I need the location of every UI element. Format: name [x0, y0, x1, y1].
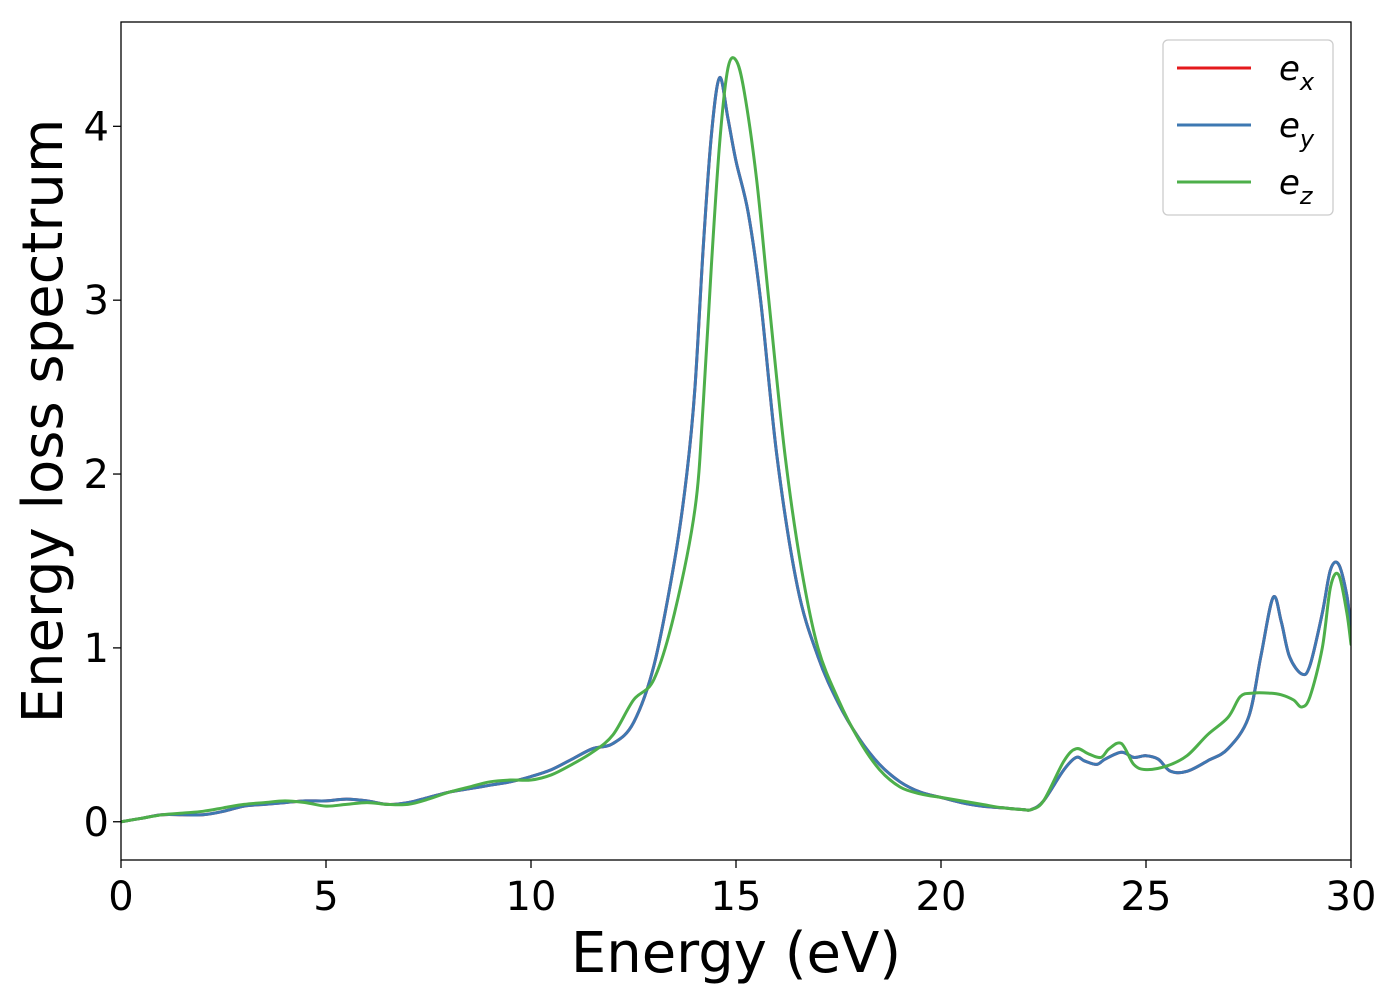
- x-axis-label: Energy (eV): [571, 921, 901, 986]
- y-tick-label: 1: [84, 626, 109, 672]
- legend-label-z: ez: [1279, 163, 1314, 210]
- x-tick-label: 30: [1326, 874, 1377, 920]
- y-axis-label: Energy loss spectrum: [11, 119, 76, 724]
- y-tick-label: 2: [84, 452, 109, 498]
- legend: ex ey ez: [1162, 39, 1334, 216]
- x-tick-label: 10: [506, 874, 557, 920]
- y-tick-label: 3: [84, 278, 109, 324]
- x-tick-label: 20: [916, 874, 967, 920]
- legend-label-y: ey: [1279, 106, 1315, 153]
- series-line-z: [121, 56, 1351, 824]
- x-tick-label: 25: [1121, 874, 1172, 920]
- plot-area: [121, 56, 1351, 824]
- y-tick-label: 0: [84, 800, 109, 846]
- y-tick-label: 4: [84, 104, 109, 150]
- legend-label-x: ex: [1279, 49, 1315, 96]
- x-tick-label: 5: [313, 874, 338, 920]
- x-tick-label: 15: [711, 874, 762, 920]
- x-tick-label: 0: [108, 874, 133, 920]
- axes: 0 5 10 15 20 25 30 0 1 2 3 4: [84, 21, 1377, 920]
- legend-box: [1162, 39, 1334, 216]
